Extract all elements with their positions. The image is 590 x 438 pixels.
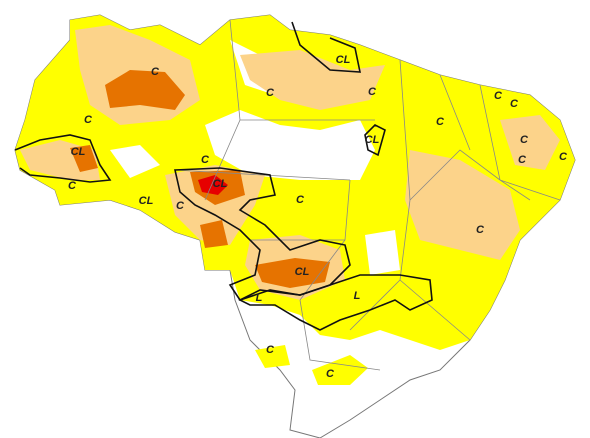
- impact-label: C: [494, 90, 503, 102]
- impact-boundary: [14, 134, 112, 183]
- impact-label: CL: [71, 146, 86, 158]
- impact-label: L: [256, 292, 263, 304]
- impact-label: CL: [213, 178, 228, 190]
- no-drought: [110, 145, 160, 178]
- impact-label: C: [266, 87, 275, 99]
- moderate-drought: [240, 50, 385, 110]
- moderate-drought: [500, 115, 560, 170]
- impact-label: C: [559, 151, 568, 163]
- impact-label: C: [368, 86, 377, 98]
- dry-area: [255, 345, 290, 368]
- impact-label: C: [436, 116, 445, 128]
- impact-label: C: [518, 154, 527, 166]
- impact-label: C: [476, 224, 485, 236]
- impact-label: C: [68, 180, 77, 192]
- impact-label: CL: [295, 266, 310, 278]
- extreme-drought: [198, 175, 228, 195]
- severe-drought: [200, 220, 228, 248]
- dry-area: [312, 355, 368, 385]
- severe-drought: [255, 258, 330, 288]
- impact-label: CL: [139, 195, 154, 207]
- impact-label: C: [326, 368, 335, 380]
- severe-drought: [70, 145, 98, 172]
- impact-label: C: [510, 98, 519, 110]
- impact-label: L: [354, 290, 361, 302]
- impact-boundary: [238, 274, 433, 331]
- impact-label: C: [151, 66, 160, 78]
- severe-drought: [105, 70, 185, 110]
- impact-label: C: [520, 134, 529, 146]
- no-drought: [205, 110, 375, 180]
- impact-label: C: [84, 114, 93, 126]
- impact-boundary: [291, 21, 361, 73]
- moderate-drought: [405, 150, 520, 260]
- state-border: [174, 19, 561, 371]
- impact-label: C: [176, 200, 185, 212]
- impact-label: CL: [336, 54, 351, 66]
- impact-label: C: [266, 344, 275, 356]
- impact-boundary: [364, 124, 386, 157]
- impact-label: C: [296, 194, 305, 206]
- no-drought: [365, 230, 400, 275]
- impact-label: C: [201, 154, 210, 166]
- impact-label: CL: [365, 134, 380, 146]
